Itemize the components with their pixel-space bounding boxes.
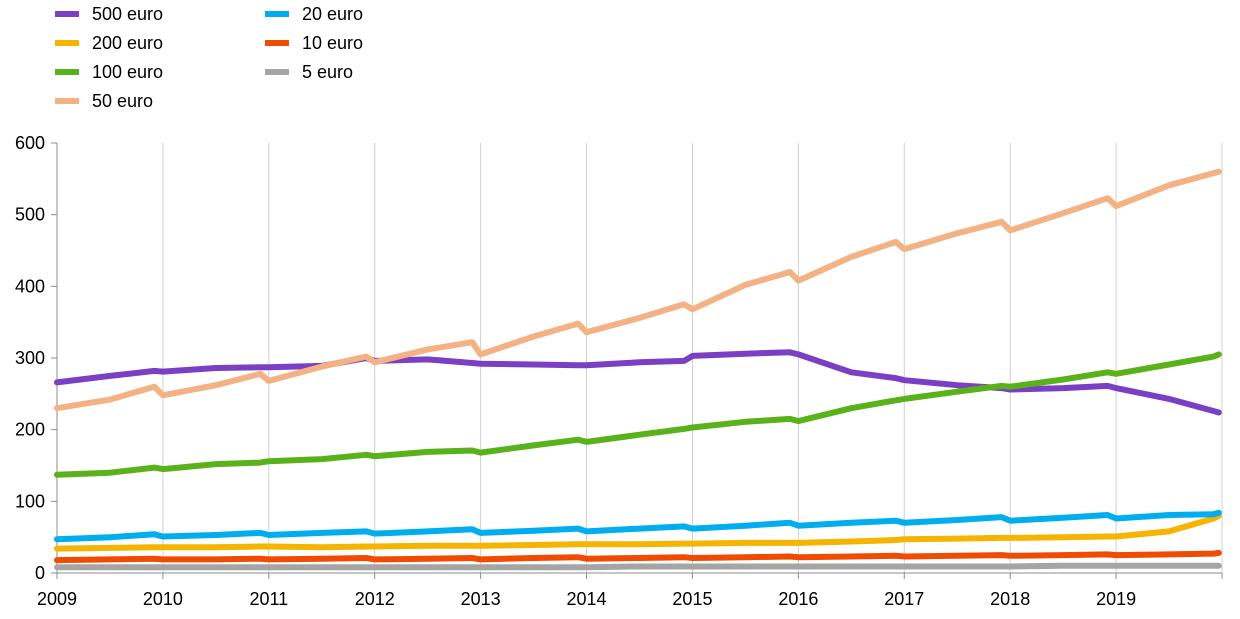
legend-label: 500 euro <box>92 4 163 24</box>
legend-item-100-euro: 100 euro <box>55 62 163 82</box>
x-tick-label: 2016 <box>778 589 818 609</box>
x-tick-label: 2012 <box>355 589 395 609</box>
series-line-10-euro <box>54 549 1222 564</box>
legend-label: 50 euro <box>92 91 153 111</box>
y-tick-label: 100 <box>15 491 45 511</box>
x-tick-label: 2009 <box>37 589 77 609</box>
series-lines <box>54 168 1222 571</box>
legend-item-500-euro: 500 euro <box>55 4 163 24</box>
y-axis: 0 100 200 300 400 500 600 <box>15 133 58 583</box>
x-tick-label: 2010 <box>143 589 183 609</box>
x-tick-label: 2017 <box>884 589 924 609</box>
x-tick-label: 2018 <box>990 589 1030 609</box>
x-tick-label: 2011 <box>249 589 288 609</box>
legend-item-200-euro: 200 euro <box>55 33 163 53</box>
y-tick-label: 300 <box>15 348 45 368</box>
series-line-5-euro <box>54 562 1222 571</box>
legend-label: 10 euro <box>302 33 363 53</box>
x-tick-label: 2014 <box>567 589 607 609</box>
series-line-200-euro <box>54 512 1222 552</box>
series-line-500-euro <box>54 349 1222 416</box>
x-tick-label: 2019 <box>1096 589 1136 609</box>
x-axis: 2009 2010 2011 2012 2013 2014 2015 2016 2017 2018… <box>37 572 1223 609</box>
series-line-50-euro <box>54 168 1222 412</box>
x-tick-label: 2013 <box>461 589 501 609</box>
legend-item-20-euro: 20 euro <box>265 4 363 24</box>
legend-label: 5 euro <box>302 62 353 82</box>
y-tick-label: 0 <box>35 563 45 583</box>
legend-label: 100 euro <box>92 62 163 82</box>
y-tick-label: 600 <box>15 133 45 153</box>
legend-label: 200 euro <box>92 33 163 53</box>
legend-item-10-euro: 10 euro <box>265 33 363 53</box>
legend: 500 euro 200 euro 100 euro 50 euro 20 euro 10… <box>55 4 363 111</box>
y-tick-label: 400 <box>15 276 45 296</box>
legend-item-5-euro: 5 euro <box>265 62 353 82</box>
legend-item-50-euro: 50 euro <box>55 91 153 111</box>
x-tick-label: 2015 <box>672 589 712 609</box>
y-tick-label: 500 <box>15 205 45 225</box>
series-line-100-euro <box>54 351 1222 478</box>
series-line-20-euro <box>54 509 1222 543</box>
y-tick-label: 200 <box>15 420 45 440</box>
legend-label: 20 euro <box>302 4 363 24</box>
